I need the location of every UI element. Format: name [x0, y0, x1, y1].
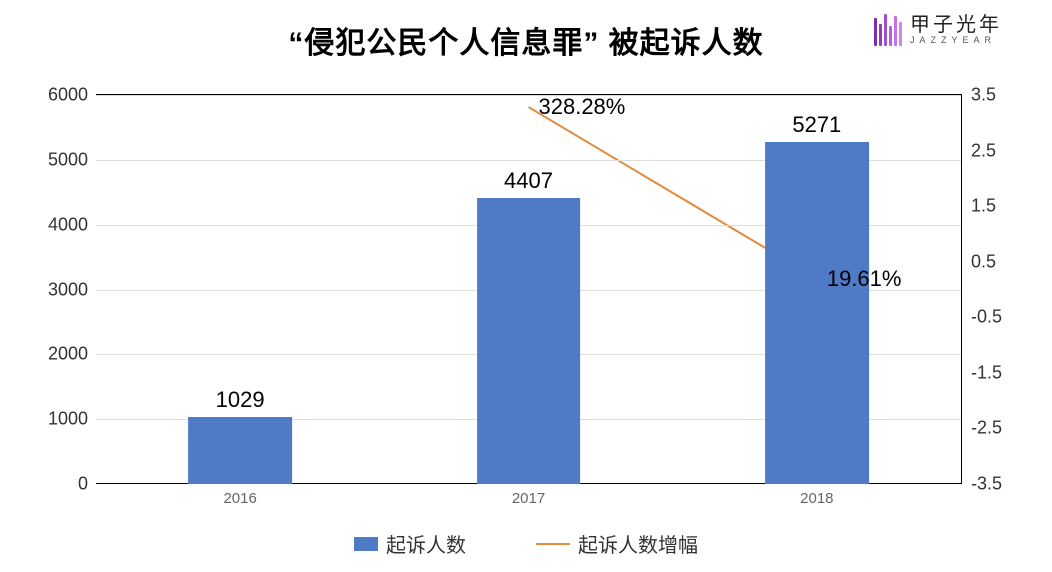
y1-tick-label: 6000	[48, 85, 96, 106]
brand-bars-icon	[874, 14, 902, 46]
line-value-label: 328.28%	[539, 94, 626, 120]
bar-value-label: 4407	[504, 168, 553, 198]
chart-title: “侵犯公民个人信息罪” 被起诉人数	[288, 27, 763, 60]
legend-swatch-line	[536, 543, 570, 545]
gridline	[96, 95, 961, 96]
brand-logo: 甲子光年 JAZZYEAR	[874, 14, 1002, 46]
y2-tick-label: -0.5	[961, 307, 1002, 328]
x-tick-label: 2017	[512, 490, 545, 507]
bar-value-label: 1029	[216, 387, 265, 417]
bar-value-label: 5271	[792, 112, 841, 142]
bar: 1029	[188, 417, 292, 484]
legend-label-bar: 起诉人数	[386, 529, 466, 558]
y1-tick-label: 5000	[48, 149, 96, 170]
brand-name-cn: 甲子光年	[910, 15, 1002, 36]
y1-tick-label: 2000	[48, 344, 96, 365]
y1-tick-label: 4000	[48, 214, 96, 235]
y1-tick-label: 1000	[48, 409, 96, 430]
y2-tick-label: 0.5	[961, 251, 996, 272]
y1-tick-label: 3000	[48, 279, 96, 300]
legend-label-line: 起诉人数增幅	[578, 529, 698, 558]
y2-tick-label: -1.5	[961, 362, 1002, 383]
y2-tick-label: 2.5	[961, 140, 996, 161]
bar: 5271	[765, 142, 869, 484]
brand-name-en: JAZZYEAR	[910, 36, 1002, 45]
y1-tick-label: 0	[78, 474, 96, 495]
x-tick-label: 2018	[800, 490, 833, 507]
y2-tick-label: 3.5	[961, 85, 996, 106]
legend-swatch-bar	[354, 537, 378, 551]
y2-tick-label: -3.5	[961, 474, 1002, 495]
legend: 起诉人数 起诉人数增幅	[0, 529, 1052, 558]
legend-item-bar: 起诉人数	[354, 529, 466, 558]
line-value-label: 19.61%	[827, 266, 902, 292]
y2-tick-label: -2.5	[961, 418, 1002, 439]
legend-item-line: 起诉人数增幅	[536, 529, 698, 558]
chart-area: 2016 2017 2018 0 1000 2000 3000 4000 5000 6000 -3…	[30, 70, 1022, 512]
y2-tick-label: 1.5	[961, 196, 996, 217]
plot-area: 201620172018 0100020003000400050006000-3…	[96, 94, 962, 484]
x-tick-label: 2016	[223, 490, 256, 507]
bar: 4407	[477, 198, 581, 484]
